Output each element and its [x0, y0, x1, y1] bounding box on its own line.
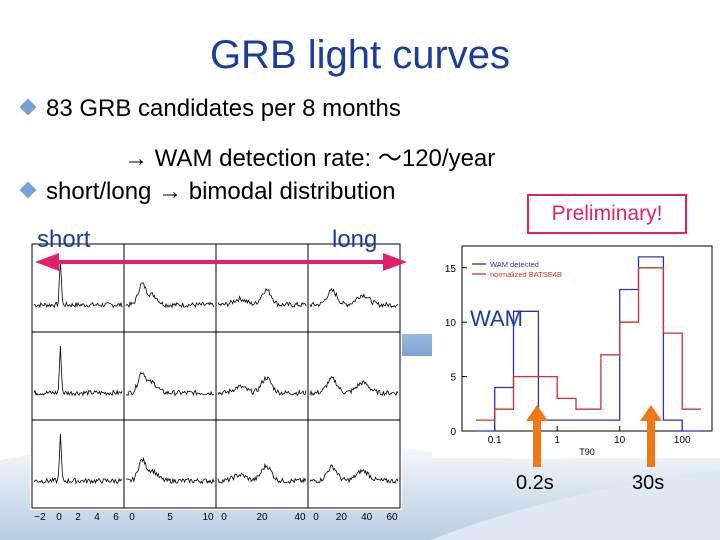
legend-label: normalized BATSE4B: [490, 270, 562, 279]
grid-tick-label: 20: [256, 512, 268, 523]
grid-tick-label: 0: [313, 512, 319, 523]
grid-tick-label: 4: [94, 512, 100, 523]
light-curve-trace: [217, 462, 307, 484]
x-tick-label: 1: [554, 435, 560, 446]
bullet-text: short/long → bimodal distribution: [46, 178, 396, 205]
light-curve-trace: [125, 371, 215, 397]
up-arrow-icon: [640, 405, 662, 467]
grid-tick-label: 0: [221, 512, 227, 523]
histogram-series-line: [475, 267, 701, 421]
light-curve-trace: [309, 287, 399, 309]
short-label: short: [37, 226, 91, 253]
light-curve-trace: [217, 287, 307, 308]
up-arrow-icon: [526, 405, 548, 467]
duration-short-label: 0.2s: [516, 472, 554, 494]
light-curve-trace: [309, 375, 399, 397]
grid-tick-label: 60: [386, 512, 398, 523]
double-arrow-icon: [35, 253, 407, 271]
grid-tick-label: 10: [202, 512, 214, 523]
x-tick-label: 0.1: [488, 435, 502, 446]
light-curve-trace: [125, 282, 215, 309]
diamond-bullet-icon: [19, 181, 37, 199]
sub-bullet-detection-rate: → WAM detection rate: ～120/year: [124, 145, 496, 172]
grid-tick-label: 40: [361, 512, 373, 523]
grid-tick-label: 20: [336, 512, 348, 523]
grid-tick-label: 2: [75, 512, 81, 523]
long-label: long: [332, 226, 378, 253]
wam-label: WAM: [470, 306, 523, 331]
light-curve-trace: [309, 464, 399, 484]
x-tick-label: 10: [614, 435, 626, 446]
bullet-bimodal: short/long → bimodal distribution: [19, 178, 396, 206]
light-curve-trace: [33, 345, 123, 397]
grid-tick-label: 0: [129, 512, 135, 523]
y-tick-label: 0: [450, 427, 456, 438]
bullet-gRB-candidates: 83 GRB candidates per 8 months: [19, 95, 401, 123]
diamond-bullet-icon: [19, 98, 37, 116]
histogram-background: [432, 236, 720, 458]
light-curve-trace: [33, 433, 123, 485]
light-curve-grid: −2 0 2 4 6 0 5 10 0 20 40 0 20 40 60: [30, 242, 402, 523]
grid-tick-label: 0: [56, 512, 62, 523]
duration-long-label: 30s: [632, 472, 665, 494]
grid-tick-label: −2: [34, 512, 46, 523]
x-tick-label: 100: [674, 435, 691, 446]
legend-label: WAM detected: [490, 260, 539, 269]
t90-histogram: 0 5 10 15 0.1 1 10 100 T90 WAM detectednormalized…: [432, 236, 720, 458]
grid-tick-label: 40: [294, 512, 306, 523]
slide-title: GRB light curves: [209, 33, 511, 77]
light-curve-trace: [217, 375, 307, 397]
x-axis-label: T90: [579, 447, 595, 457]
plot-frame: [461, 245, 713, 432]
y-tick-label: 15: [445, 264, 457, 275]
y-tick-label: 10: [445, 318, 457, 329]
bullet-text: 83 GRB candidates per 8 months: [46, 95, 401, 122]
grid-tick-label: 6: [113, 512, 119, 523]
grid-tick-label: 5: [167, 512, 173, 523]
preliminary-badge: Preliminary!: [527, 194, 687, 234]
light-curve-trace: [125, 456, 215, 485]
light-curve-panel: [307, 419, 401, 509]
y-tick-label: 5: [450, 373, 456, 384]
light-curve-trace: [33, 261, 123, 309]
